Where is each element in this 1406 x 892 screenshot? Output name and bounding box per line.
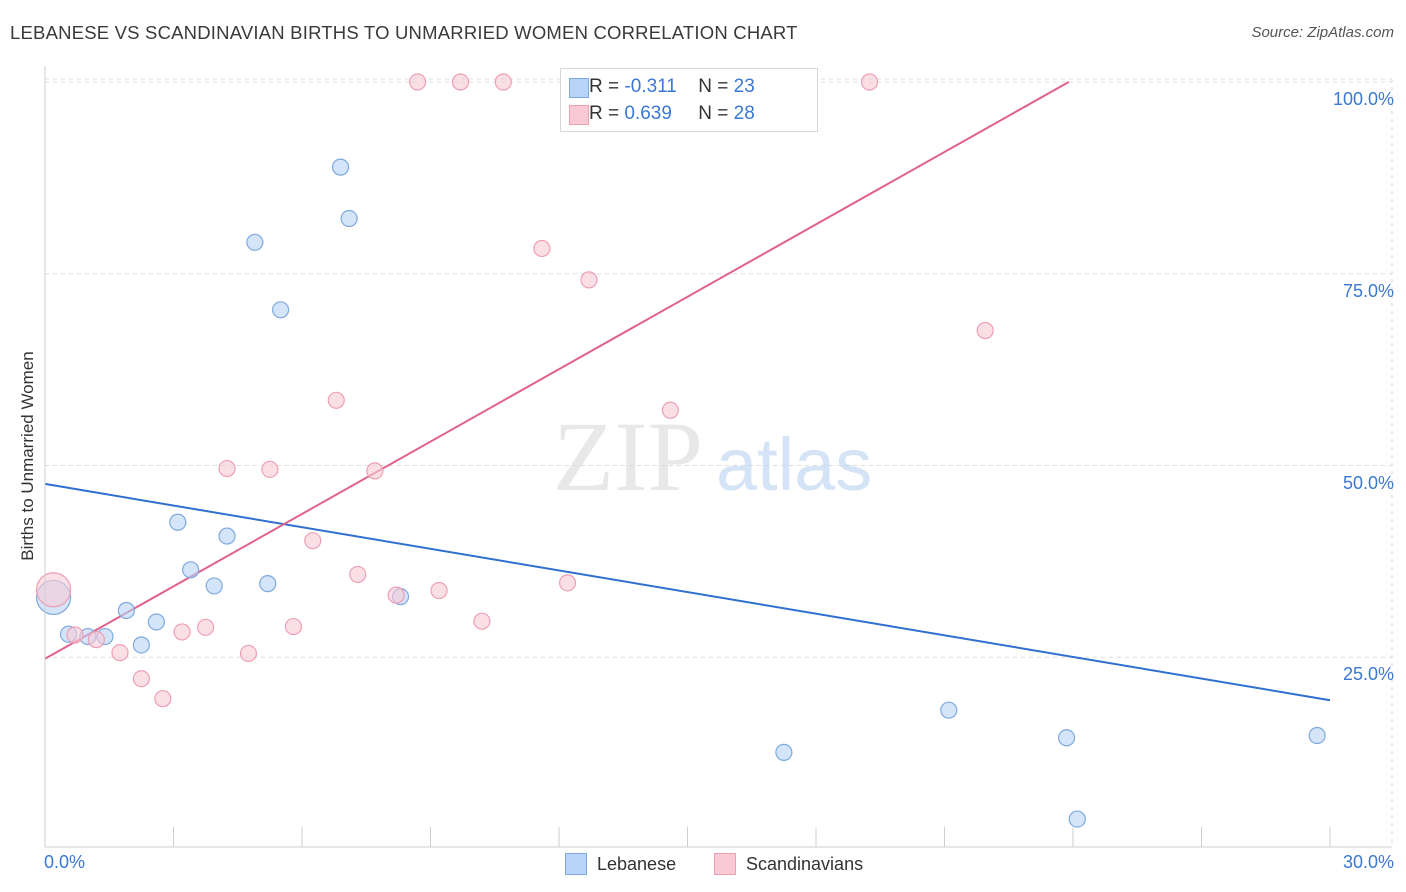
- legend-label-lebanese: Lebanese: [597, 853, 677, 874]
- data-point: [430, 581, 448, 600]
- data-point: [35, 572, 72, 608]
- data-point: [259, 575, 277, 593]
- data-point: [494, 73, 512, 91]
- watermark-atlas: atlas: [716, 423, 872, 506]
- data-point: [940, 701, 958, 719]
- data-point: [173, 623, 191, 641]
- data-point: [331, 158, 350, 176]
- source-credit: Source: ZipAtlas.com: [1251, 24, 1394, 41]
- y-tick-label: 100.0%: [1332, 89, 1394, 109]
- data-point: [111, 644, 129, 662]
- data-point: [349, 565, 367, 584]
- n-value: 28: [733, 103, 755, 124]
- data-point: [580, 271, 598, 289]
- data-point: [409, 73, 427, 91]
- data-point: [271, 301, 290, 319]
- lebanese-swatch: [565, 853, 587, 875]
- data-point: [246, 233, 264, 251]
- legend-row-lebanese: R = -0.311 N = 23: [569, 74, 755, 100]
- data-point: [387, 586, 405, 604]
- legend-label-scandinavians: Scandinavians: [746, 853, 864, 874]
- data-point: [218, 459, 236, 478]
- data-point: [239, 644, 258, 663]
- y-tick-label: 50.0%: [1342, 472, 1394, 493]
- watermark-zip: ZIP: [553, 401, 703, 512]
- y-tick-label: 25.0%: [1342, 664, 1394, 685]
- correlation-legend: R = -0.311 N = 23 R = 0.639 N = 28: [560, 68, 818, 132]
- data-point: [1308, 726, 1326, 745]
- data-point: [304, 532, 322, 550]
- data-point: [976, 321, 994, 340]
- watermark-layer: ZIP atlas: [553, 401, 872, 512]
- r-label: R =: [589, 76, 620, 97]
- y-tick-label: 75.0%: [1342, 280, 1394, 301]
- data-point: [117, 601, 135, 620]
- data-point: [327, 391, 345, 409]
- r-value: -0.311: [624, 76, 677, 97]
- chart-title: LEBANESE VS SCANDINAVIAN BIRTHS TO UNMAR…: [10, 22, 798, 43]
- n-label: N =: [698, 103, 729, 124]
- data-point: [284, 617, 303, 636]
- data-point: [661, 401, 679, 419]
- data-point: [1057, 729, 1076, 747]
- trend-line: [44, 81, 1070, 660]
- trend-layer: [44, 81, 1331, 702]
- axis-layer: [44, 66, 1392, 848]
- x-tick-label-min: 0.0%: [44, 852, 86, 872]
- data-point: [205, 577, 223, 595]
- n-value: 23: [733, 76, 755, 97]
- data-point: [169, 513, 187, 531]
- n-label: N =: [698, 76, 729, 97]
- data-point: [340, 209, 358, 228]
- data-point: [154, 690, 172, 708]
- data-point: [132, 670, 150, 688]
- legend-row-scandinavians: R = 0.639 N = 28: [569, 101, 755, 127]
- data-point: [533, 239, 551, 258]
- data-point: [197, 618, 215, 636]
- trend-line: [44, 482, 1331, 702]
- scandinavians-swatch: [714, 853, 736, 875]
- points-layer: [35, 73, 1326, 828]
- data-point: [261, 460, 279, 478]
- data-point: [87, 631, 106, 649]
- data-point: [66, 626, 84, 644]
- data-point: [182, 561, 200, 579]
- data-point: [132, 636, 150, 654]
- legend-item-scandinavians[interactable]: Scandinavians: [714, 852, 863, 876]
- r-value: 0.639: [624, 103, 672, 124]
- scandinavians-swatch: [569, 105, 589, 125]
- data-point: [473, 612, 491, 630]
- x-tick-label-max: 30.0%: [1342, 852, 1394, 872]
- data-point: [451, 73, 470, 91]
- data-point: [218, 527, 236, 545]
- data-point: [366, 462, 384, 480]
- r-label: R =: [589, 103, 620, 124]
- legend-item-lebanese[interactable]: Lebanese: [565, 852, 676, 876]
- data-point: [860, 73, 879, 91]
- data-point: [1068, 810, 1086, 828]
- data-point: [775, 743, 793, 761]
- data-point: [558, 574, 577, 592]
- data-point: [147, 613, 165, 631]
- lebanese-swatch: [569, 78, 589, 98]
